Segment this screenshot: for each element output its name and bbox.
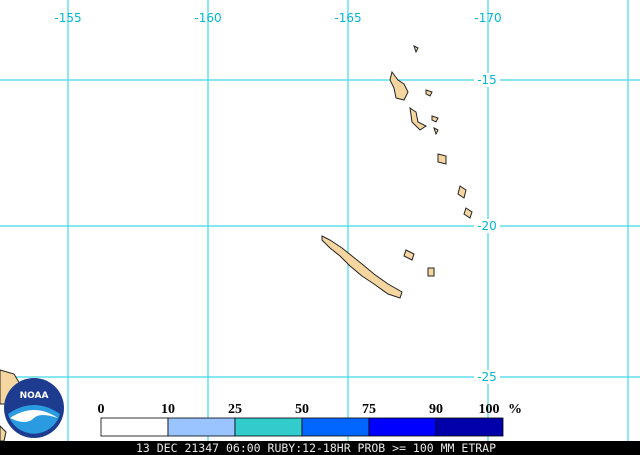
logo-text: NOAA [20,391,49,401]
island [389,70,409,101]
legend-label: 100 [479,402,500,417]
legend-swatch [100,417,169,437]
island [457,185,467,199]
longitude-label: -160 [194,11,221,25]
longitude-label: -165 [334,11,361,25]
label-background [474,219,500,233]
label-background [474,73,500,87]
logo-gull [10,410,58,422]
legend-swatch [368,417,437,437]
legend-label: 50 [295,402,309,417]
logo-wave [8,405,60,434]
legend-label: 90 [429,402,443,417]
latitude-labels: -15 -20 -25 [474,73,500,384]
legend-label: 0 [98,402,105,417]
longitude-label: -155 [54,11,81,25]
legend-label: 10 [161,402,175,417]
island [403,249,415,261]
latitude-label: -25 [477,370,497,384]
noaa-logo: NOAA [4,378,64,438]
legend-swatch [234,417,303,437]
island [425,89,433,97]
legend-unit: % [508,402,522,417]
island [433,127,439,136]
label-background [474,370,500,384]
island [437,153,447,165]
island [409,106,427,131]
island [431,115,439,123]
legend-swatch [301,417,370,437]
legend: 0 10 25 50 75 90 100% [98,402,522,437]
caption: 13 DEC 21347 06:00 RUBY:12-18HR PROB >= … [136,441,496,455]
latitude-label: -15 [477,73,497,87]
legend-swatch [435,417,504,437]
caption-bar [0,441,640,455]
island [463,207,473,219]
longitude-label: -170 [474,11,501,25]
island [427,267,435,277]
island [413,45,419,54]
longitude-labels: -155 -160 -165 -170 [54,11,501,25]
legend-label: 75 [362,402,376,417]
latitude-label: -20 [477,219,497,233]
legend-label: 25 [228,402,242,417]
new-caledonia [321,235,403,299]
legend-swatch [167,417,236,437]
